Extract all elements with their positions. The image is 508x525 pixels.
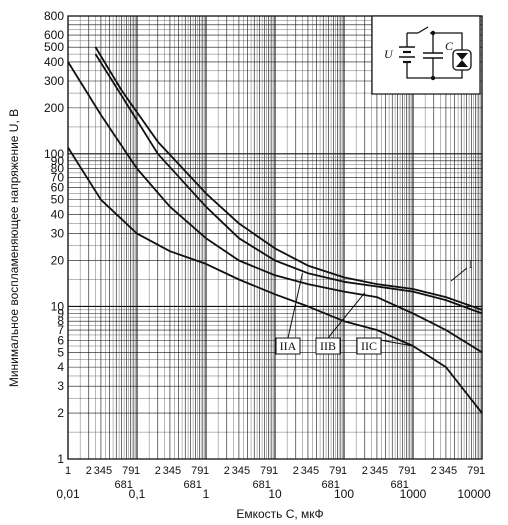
inset-capacitor-label: C	[445, 39, 454, 53]
x-minor-label: 79	[398, 465, 410, 477]
grid	[67, 15, 483, 460]
x-minor-label: 1	[479, 465, 485, 477]
x-minor-label: 1	[65, 465, 71, 477]
x-tick-label: 1	[203, 487, 210, 501]
y-tick-label: 90	[51, 154, 65, 168]
x-minor-label: 1	[410, 465, 416, 477]
y-axis-label: Минимальное воспламеняющее напряжение U,…	[7, 109, 21, 387]
x-tick-label: 100	[334, 487, 354, 501]
x-tick-label: 1000	[400, 487, 427, 501]
x-minor-label: 2	[362, 465, 368, 477]
y-tick-label: 1	[57, 452, 64, 466]
y-tick-label: 3	[57, 379, 64, 393]
x-minor-label: 1	[134, 465, 140, 477]
x-minor-label: 79	[260, 465, 272, 477]
y-tick-label: 600	[44, 28, 64, 42]
x-minor-label: 345	[163, 465, 181, 477]
x-axis-label: Емкость C, мкФ	[236, 507, 323, 521]
x-tick-label: 0,01	[56, 487, 80, 501]
y-tick-label: 30	[51, 227, 65, 241]
y-tick-label: 60	[51, 181, 65, 195]
x-minor-label: 1	[203, 465, 209, 477]
callout-leader	[287, 273, 303, 339]
plot-frame	[67, 15, 483, 460]
y-tick-label: 8	[57, 314, 64, 328]
y-tick-label: 400	[44, 55, 64, 69]
x-minor-label: 681	[391, 479, 409, 491]
x-minor-label: 2	[431, 465, 437, 477]
y-tick-label: 500	[44, 40, 64, 54]
x-tick-label: 10	[268, 487, 282, 501]
x-minor-label: 2	[293, 465, 299, 477]
y-tick-label: 50	[51, 193, 65, 207]
x-minor-label: 345	[439, 465, 457, 477]
y-tick-label: 10	[51, 299, 65, 313]
x-minor-label: 681	[115, 479, 133, 491]
series-line-iib	[67, 61, 483, 354]
callout-box	[356, 337, 382, 355]
x-minor-label: 2	[224, 465, 230, 477]
y-tick-label: 40	[51, 208, 65, 222]
x-minor-label: 79	[122, 465, 134, 477]
x-minor-label: 2	[155, 465, 161, 477]
y-tick-label: 100	[44, 147, 64, 161]
y-tick-label: 9	[57, 306, 64, 320]
x-minor-label: 2	[86, 465, 92, 477]
callout-label: IIB	[320, 339, 336, 353]
y-tick-label: 7	[57, 323, 64, 337]
y-tick-label: 800	[44, 9, 64, 23]
x-minor-label: 681	[322, 479, 340, 491]
callout-label: IIC	[361, 339, 377, 353]
y-tick-label: 5	[57, 345, 64, 359]
x-tick-label: 0,1	[129, 487, 146, 501]
y-tick-label: 300	[44, 74, 64, 88]
x-tick-label: 10000	[457, 487, 491, 501]
callout-box	[315, 337, 341, 355]
x-minor-label: 79	[191, 465, 203, 477]
x-minor-label: 345	[370, 465, 388, 477]
x-minor-label: 681	[253, 479, 271, 491]
callouts: IIA IIB IIC I	[275, 257, 473, 355]
x-minor-label: 345	[94, 465, 112, 477]
inset-voltage-label: U	[384, 47, 394, 61]
x-minor-label: 79	[467, 465, 479, 477]
series-line-i	[94, 46, 483, 311]
y-tick-label: 4	[57, 360, 64, 374]
y-tick-label: 80	[51, 162, 65, 176]
x-minor-label: 345	[301, 465, 319, 477]
x-minor-label: 79	[329, 465, 341, 477]
y-tick-label: 6	[57, 333, 64, 347]
y-tick-label: 200	[44, 101, 64, 115]
x-minor-label: 1	[341, 465, 347, 477]
y-tick-label: 70	[51, 170, 65, 184]
x-minor-label: 345	[232, 465, 250, 477]
callout-label: IIA	[280, 339, 297, 353]
callout-label: I	[469, 257, 473, 271]
circuit-inset: U C	[371, 15, 481, 95]
callout-leader	[450, 267, 468, 282]
callout-box	[275, 337, 301, 355]
x-minor-label: 681	[184, 479, 202, 491]
y-tick-label: 2	[57, 406, 64, 420]
x-minor-label: 1	[272, 465, 278, 477]
callout-leader	[327, 292, 366, 339]
y-tick-label: 20	[51, 253, 65, 267]
series-line-iia	[94, 53, 483, 315]
